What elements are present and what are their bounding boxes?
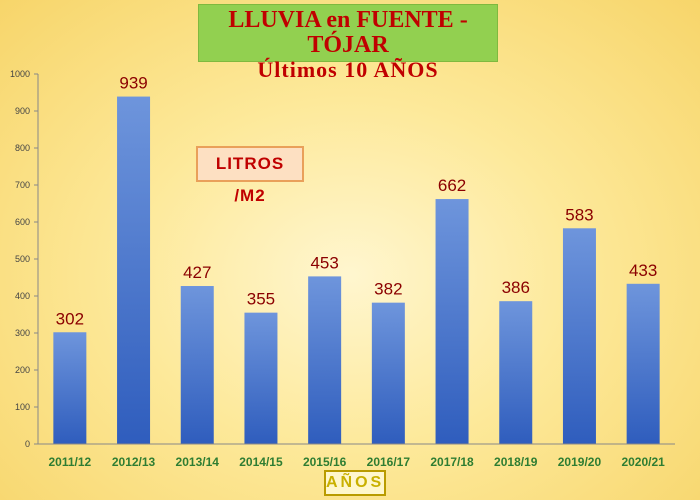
y-tick-label: 0 <box>25 439 30 449</box>
y-tick-label: 1000 <box>10 69 30 79</box>
y-tick-label: 300 <box>15 328 30 338</box>
data-label: 382 <box>374 280 402 299</box>
x-tick-label: 2012/13 <box>112 455 156 469</box>
y-tick-label: 100 <box>15 402 30 412</box>
y-tick-label: 600 <box>15 217 30 227</box>
bar <box>371 302 405 444</box>
data-label: 939 <box>119 74 147 93</box>
bar <box>117 96 151 444</box>
data-label: 302 <box>56 309 84 328</box>
bar <box>244 312 278 444</box>
x-tick-label: 2018/19 <box>494 455 538 469</box>
bar <box>435 199 469 444</box>
x-tick-label: 2011/12 <box>48 455 91 469</box>
chart-title: LLUVIA en FUENTE - TÓJAR Últimos 10 AÑOS <box>198 4 498 81</box>
data-label: 453 <box>310 253 338 272</box>
bar <box>626 283 660 444</box>
unit-label: LITROS /M2 <box>196 146 304 205</box>
y-tick-label: 700 <box>15 180 30 190</box>
data-label: 433 <box>629 261 657 280</box>
x-tick-label: 2013/14 <box>176 455 220 469</box>
x-tick-label: 2017/18 <box>430 455 474 469</box>
y-axis: 0 100 200 300 400 500 600 700 800 900 1000 <box>10 69 39 449</box>
x-tick-label: 2019/20 <box>558 455 602 469</box>
bar <box>308 276 342 444</box>
data-label: 386 <box>502 278 530 297</box>
x-tick-label: 2014/15 <box>239 455 283 469</box>
chart-title-line1: LLUVIA en FUENTE - TÓJAR <box>228 7 468 59</box>
x-axis-title: AÑOS <box>324 470 386 496</box>
bar <box>53 332 87 444</box>
y-tick-label: 400 <box>15 291 30 301</box>
y-tick-label: 900 <box>15 106 30 116</box>
bar <box>499 301 533 444</box>
y-tick-label: 200 <box>15 365 30 375</box>
chart-title-line2: Últimos 10 AÑOS <box>257 57 439 83</box>
data-label: 427 <box>183 263 211 282</box>
x-tick-label: 2020/21 <box>621 455 665 469</box>
bar <box>562 228 596 444</box>
data-label: 583 <box>565 205 593 224</box>
x-tick-label: 2015/16 <box>303 455 347 469</box>
x-tick-label: 2016/17 <box>367 455 411 469</box>
data-label: 662 <box>438 176 466 195</box>
bars: 302 939 427 355 453 382 662 386 583 433 <box>53 74 660 444</box>
bar <box>180 286 214 444</box>
data-label: 355 <box>247 290 275 309</box>
y-tick-label: 800 <box>15 143 30 153</box>
y-tick-label: 500 <box>15 254 30 264</box>
x-axis: 2011/12 2012/13 2013/14 2014/15 2015/16 2016/… <box>38 443 675 469</box>
